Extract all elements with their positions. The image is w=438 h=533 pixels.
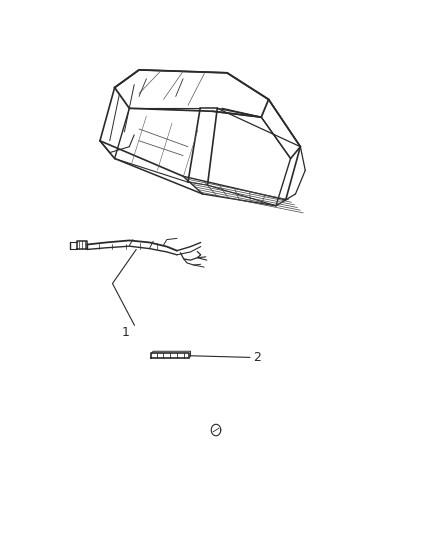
Text: 1: 1 — [122, 326, 130, 340]
Text: 2: 2 — [253, 351, 261, 364]
